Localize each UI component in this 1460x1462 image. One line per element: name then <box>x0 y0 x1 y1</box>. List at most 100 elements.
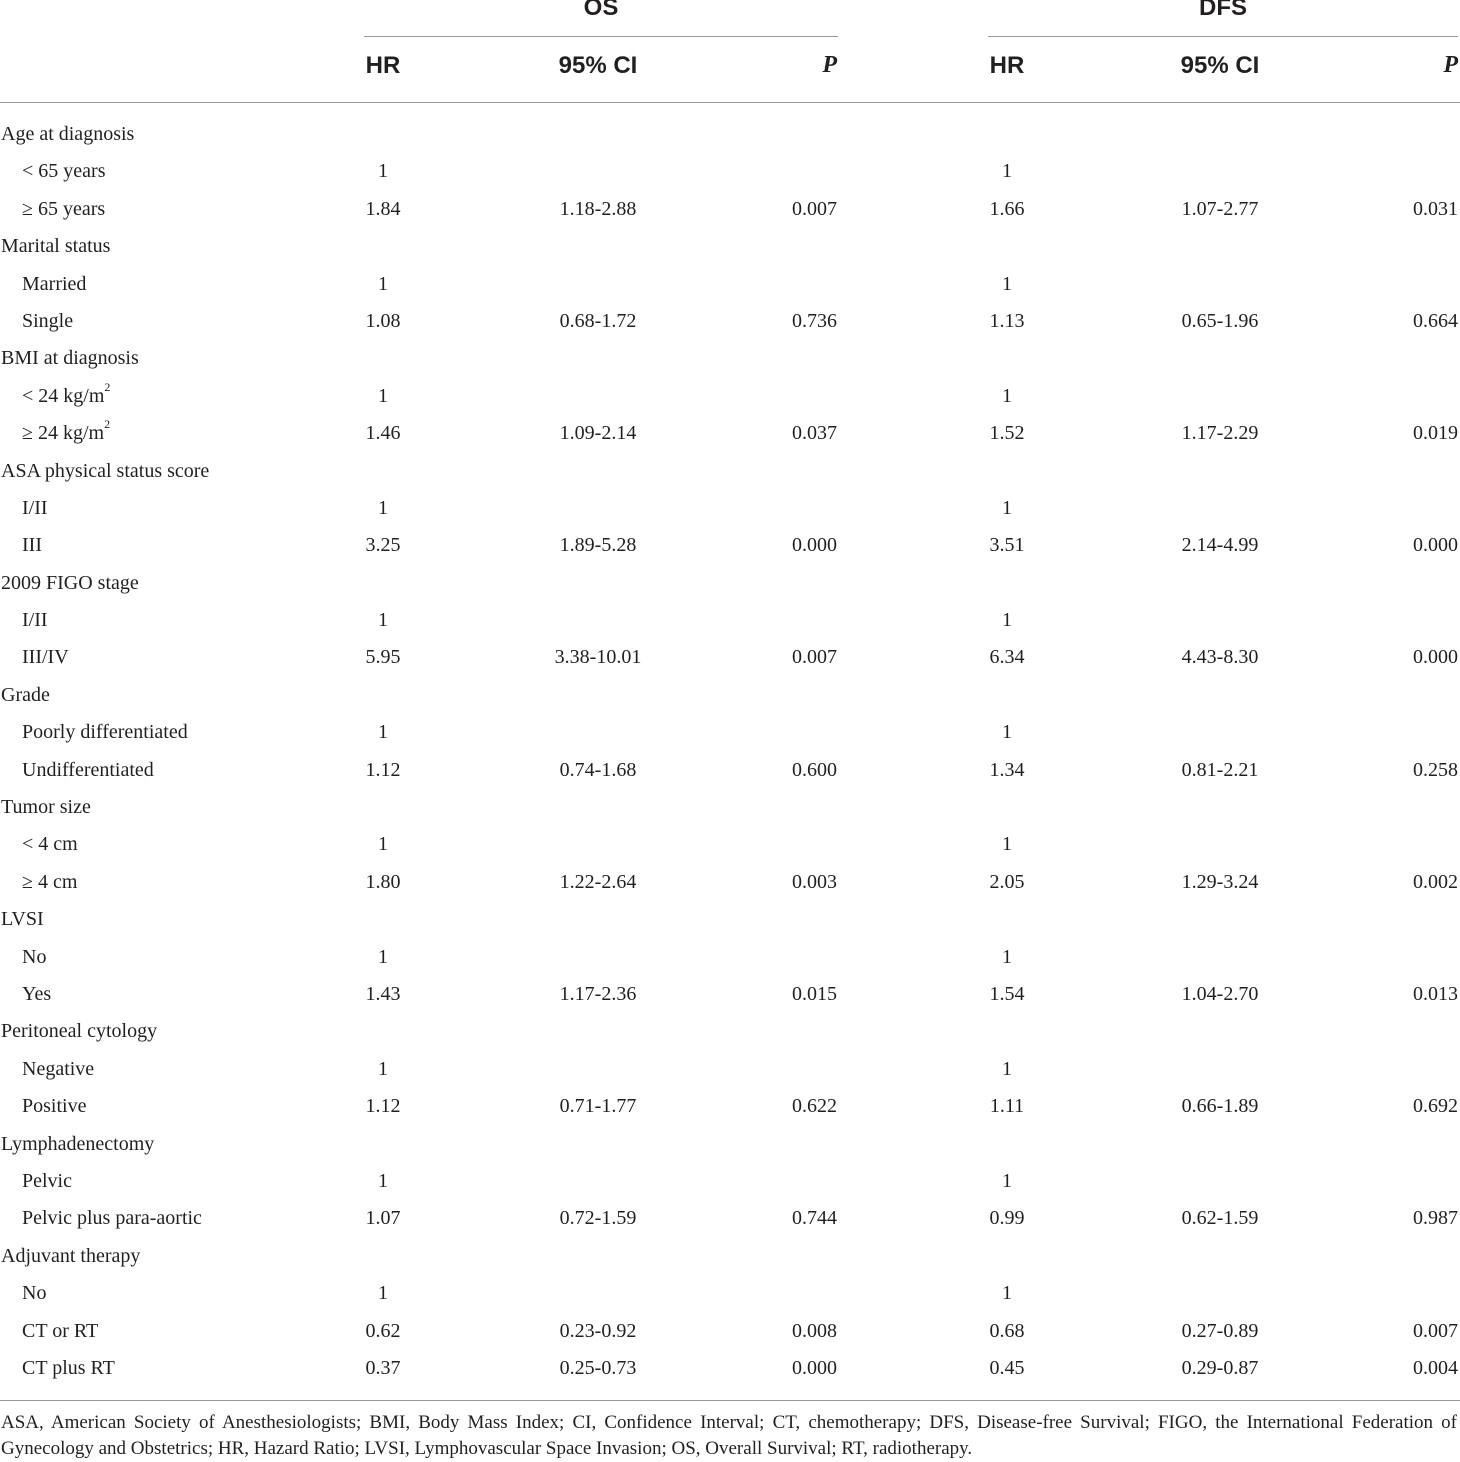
row-label-text: Single <box>22 309 74 332</box>
row-label-text: Pelvic plus para-aortic <box>22 1207 202 1230</box>
row-label: CT or RT <box>22 1313 98 1350</box>
os-p-cell: 0.015 <box>792 982 837 1005</box>
row-label: Yes <box>22 976 51 1013</box>
os-hr-cell: 1 <box>378 384 388 407</box>
row-label: I/II <box>22 490 48 527</box>
category-row: Adjuvant therapy <box>0 1238 1460 1275</box>
os-hr-cell: 1 <box>378 160 388 183</box>
dfs-p-cell: 0.000 <box>1413 646 1458 669</box>
dfs-hr-cell: 1.66 <box>989 197 1025 220</box>
category-label: Lymphadenectomy <box>1 1126 154 1163</box>
os-ci-cell: 1.22-2.64 <box>559 870 637 893</box>
table-row: No 1 1 <box>0 939 1460 976</box>
row-label: No <box>22 939 46 976</box>
row-label-text: Marital status <box>1 235 111 258</box>
os-hr-cell: 1 <box>378 272 388 295</box>
row-label-text: CT plus RT <box>22 1356 115 1379</box>
row-label-text: Tumor size <box>1 796 91 819</box>
os-hr-cell: 5.95 <box>365 646 401 669</box>
os-ci-cell: 0.23-0.92 <box>559 1319 637 1342</box>
table-footnote: ASA, American Society of Anesthesiologis… <box>1 1412 1457 1459</box>
dfs-hr-cell: 3.51 <box>989 534 1025 557</box>
row-label: III <box>22 527 42 564</box>
dfs-hr-cell: 1 <box>1002 384 1012 407</box>
col-header-os-hr: HR <box>365 52 401 79</box>
category-label: BMI at diagnosis <box>1 340 139 377</box>
os-ci-cell: 1.18-2.88 <box>559 197 637 220</box>
unit-superscript: 2 <box>104 380 111 395</box>
table-row: III/IV 5.95 3.38-10.01 0.007 6.34 4.43-8.30 0.… <box>0 639 1460 676</box>
table-row: CT plus RT 0.37 0.25-0.73 0.000 0.45 0.29-0.8… <box>0 1350 1460 1387</box>
bottom-rule <box>0 1400 1460 1401</box>
category-row: Age at diagnosis <box>0 116 1460 153</box>
header-rule <box>0 102 1460 103</box>
dfs-p-cell: 0.692 <box>1413 1095 1458 1118</box>
category-row: ASA physical status score <box>0 453 1460 490</box>
os-ci-cell: 3.38-10.01 <box>554 646 642 669</box>
table-row: I/II 1 1 <box>0 602 1460 639</box>
col-header-dfs-p: P <box>1443 52 1458 78</box>
os-p-cell: 0.000 <box>792 534 837 557</box>
row-label: ≥ 24 kg/m2 <box>22 415 110 452</box>
row-label-text: ≥ 24 kg/m <box>22 422 105 445</box>
row-label: III/IV <box>22 639 69 676</box>
dfs-hr-cell: 1.34 <box>989 758 1025 781</box>
col-header-dfs-hr: HR <box>989 52 1025 79</box>
dfs-p-cell: 0.019 <box>1413 422 1458 445</box>
dfs-hr-cell: 0.99 <box>989 1207 1025 1230</box>
dfs-p-cell: 0.007 <box>1413 1319 1458 1342</box>
dfs-hr-cell: 0.45 <box>989 1356 1025 1379</box>
unit-superscript: 2 <box>104 417 111 432</box>
category-row: BMI at diagnosis <box>0 340 1460 377</box>
dfs-ci-cell: 0.66-1.89 <box>1181 1095 1259 1118</box>
dfs-hr-cell: 1 <box>1002 1169 1012 1192</box>
os-hr-cell: 1 <box>378 721 388 744</box>
col-header-dfs-ci: 95% CI <box>1180 52 1260 79</box>
row-label-text: III/IV <box>22 646 69 669</box>
dfs-p-cell: 0.258 <box>1413 758 1458 781</box>
category-label: Grade <box>1 677 50 714</box>
dfs-hr-cell: 1 <box>1002 1057 1012 1080</box>
os-ci-cell: 0.72-1.59 <box>559 1207 637 1230</box>
dfs-ci-cell: 1.04-2.70 <box>1181 982 1259 1005</box>
category-row: Tumor size <box>0 789 1460 826</box>
os-hr-cell: 1 <box>378 1282 388 1305</box>
dfs-ci-cell: 1.07-2.77 <box>1181 197 1259 220</box>
os-hr-cell: 1.08 <box>365 309 401 332</box>
dfs-hr-cell: 1.52 <box>989 422 1025 445</box>
dfs-hr-cell: 0.68 <box>989 1319 1025 1342</box>
dfs-hr-cell: 1.54 <box>989 982 1025 1005</box>
os-ci-cell: 0.25-0.73 <box>559 1356 637 1379</box>
category-label: 2009 FIGO stage <box>1 565 139 602</box>
col-header-os-p: P <box>822 52 837 78</box>
os-ci-cell: 1.89-5.28 <box>559 534 637 557</box>
dfs-p-cell: 0.002 <box>1413 870 1458 893</box>
row-label-text: ≥ 65 years <box>22 197 106 220</box>
row-label-text: Undifferentiated <box>22 758 154 781</box>
table-row: I/II 1 1 <box>0 490 1460 527</box>
dfs-ci-cell: 0.29-0.87 <box>1181 1356 1259 1379</box>
row-label-text: Pelvic <box>22 1169 72 1192</box>
category-row: Grade <box>0 677 1460 714</box>
dfs-hr-cell: 1 <box>1002 609 1012 632</box>
row-label: < 4 cm <box>22 826 78 863</box>
row-label: Positive <box>22 1088 86 1125</box>
dfs-ci-cell: 0.65-1.96 <box>1181 309 1259 332</box>
row-label-text: No <box>22 1282 47 1305</box>
row-label: Poorly differentiated <box>22 714 188 751</box>
os-p-cell: 0.003 <box>792 870 837 893</box>
category-row: Peritoneal cytology <box>0 1013 1460 1050</box>
os-hr-cell: 0.37 <box>365 1356 401 1379</box>
dfs-p-cell: 0.031 <box>1413 197 1458 220</box>
os-ci-cell: 1.09-2.14 <box>559 422 637 445</box>
category-label: Peritoneal cytology <box>1 1013 157 1050</box>
os-ci-cell: 0.68-1.72 <box>559 309 637 332</box>
row-label: Married <box>22 266 86 303</box>
row-label: I/II <box>22 602 48 639</box>
table-row: ≥ 24 kg/m2 1.46 1.09-2.14 0.037 1.52 1.17-2.2… <box>0 415 1460 452</box>
row-label-text: Married <box>22 272 87 295</box>
row-label: Negative <box>22 1051 94 1088</box>
dfs-hr-cell: 1 <box>1002 945 1012 968</box>
row-label-text: < 4 cm <box>22 833 78 856</box>
row-label-text: Age at diagnosis <box>1 123 135 145</box>
